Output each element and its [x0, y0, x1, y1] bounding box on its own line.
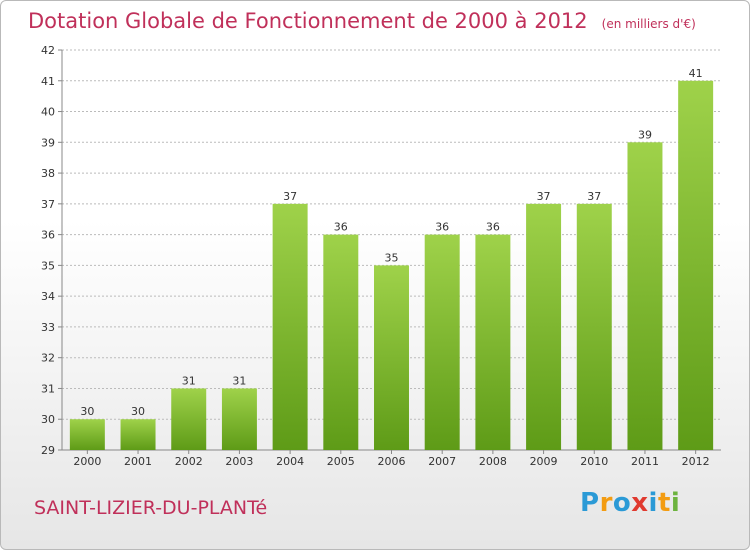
y-tick-label: 41	[41, 75, 55, 88]
bar-value-label: 30	[80, 405, 94, 418]
bar	[576, 203, 612, 450]
bar-value-label: 31	[232, 374, 246, 387]
bar	[120, 419, 156, 450]
bar	[69, 419, 105, 450]
bar-value-label: 36	[334, 221, 348, 234]
bar	[627, 142, 663, 451]
x-tick-label: 2003	[225, 455, 253, 468]
y-tick-label: 39	[41, 136, 55, 149]
proxiti-logo: Proxiti	[580, 488, 680, 518]
bar-value-label: 30	[131, 405, 145, 418]
x-tick-label: 2012	[682, 455, 710, 468]
bar-value-label: 37	[587, 190, 601, 203]
logo-letter: x	[631, 488, 649, 518]
x-tick-label: 2007	[428, 455, 456, 468]
chart-title: Dotation Globale de Fonctionnement de 20…	[28, 9, 696, 33]
x-tick-label: 2005	[327, 455, 355, 468]
bar-value-label: 36	[435, 221, 449, 234]
bar-value-label: 39	[638, 128, 652, 141]
x-tick-label: 2009	[530, 455, 558, 468]
logo-letter: i	[648, 488, 658, 518]
logo-letter: i	[670, 488, 681, 518]
bar-value-label: 37	[283, 190, 297, 203]
bar	[272, 203, 308, 450]
bar-value-label: 31	[182, 374, 196, 387]
bar	[171, 388, 207, 450]
bar	[678, 80, 714, 451]
commune-name: SAINT-LIZIER-DU-PLANTé	[34, 497, 268, 519]
y-tick-label: 29	[41, 444, 55, 457]
y-tick-label: 37	[41, 198, 55, 211]
bar-value-label: 37	[537, 190, 551, 203]
y-tick-label: 36	[41, 229, 55, 242]
bar	[221, 388, 257, 450]
x-tick-label: 2004	[276, 455, 304, 468]
x-tick-label: 2000	[73, 455, 101, 468]
y-tick-label: 38	[41, 167, 55, 180]
y-tick-label: 31	[41, 382, 55, 395]
y-tick-label: 35	[41, 259, 55, 272]
x-tick-label: 2001	[124, 455, 152, 468]
x-tick-label: 2011	[631, 455, 659, 468]
chart-subtitle: (en milliers d'€)	[601, 17, 696, 31]
logo-letter: t	[657, 488, 671, 518]
y-tick-label: 34	[41, 290, 55, 303]
logo-letter: P	[580, 488, 600, 518]
bar	[323, 234, 359, 450]
bar-value-label: 41	[689, 67, 703, 80]
bar	[424, 234, 460, 450]
y-tick-label: 42	[41, 44, 55, 57]
bar	[475, 234, 511, 450]
bar-value-label: 36	[486, 221, 500, 234]
logo-letter: o	[612, 488, 632, 518]
x-tick-label: 2002	[175, 455, 203, 468]
bar	[374, 265, 409, 450]
y-tick-label: 32	[41, 352, 55, 365]
bar-value-label: 35	[385, 251, 399, 264]
y-tick-label: 40	[41, 106, 55, 119]
x-tick-label: 2008	[479, 455, 507, 468]
chart-title-main: Dotation Globale de Fonctionnement de 20…	[28, 9, 588, 33]
y-tick-label: 33	[41, 321, 55, 334]
logo-letter: r	[599, 488, 613, 518]
x-tick-label: 2010	[580, 455, 608, 468]
x-tick-label: 2006	[378, 455, 406, 468]
bar	[526, 203, 562, 450]
y-tick-label: 30	[41, 413, 55, 426]
